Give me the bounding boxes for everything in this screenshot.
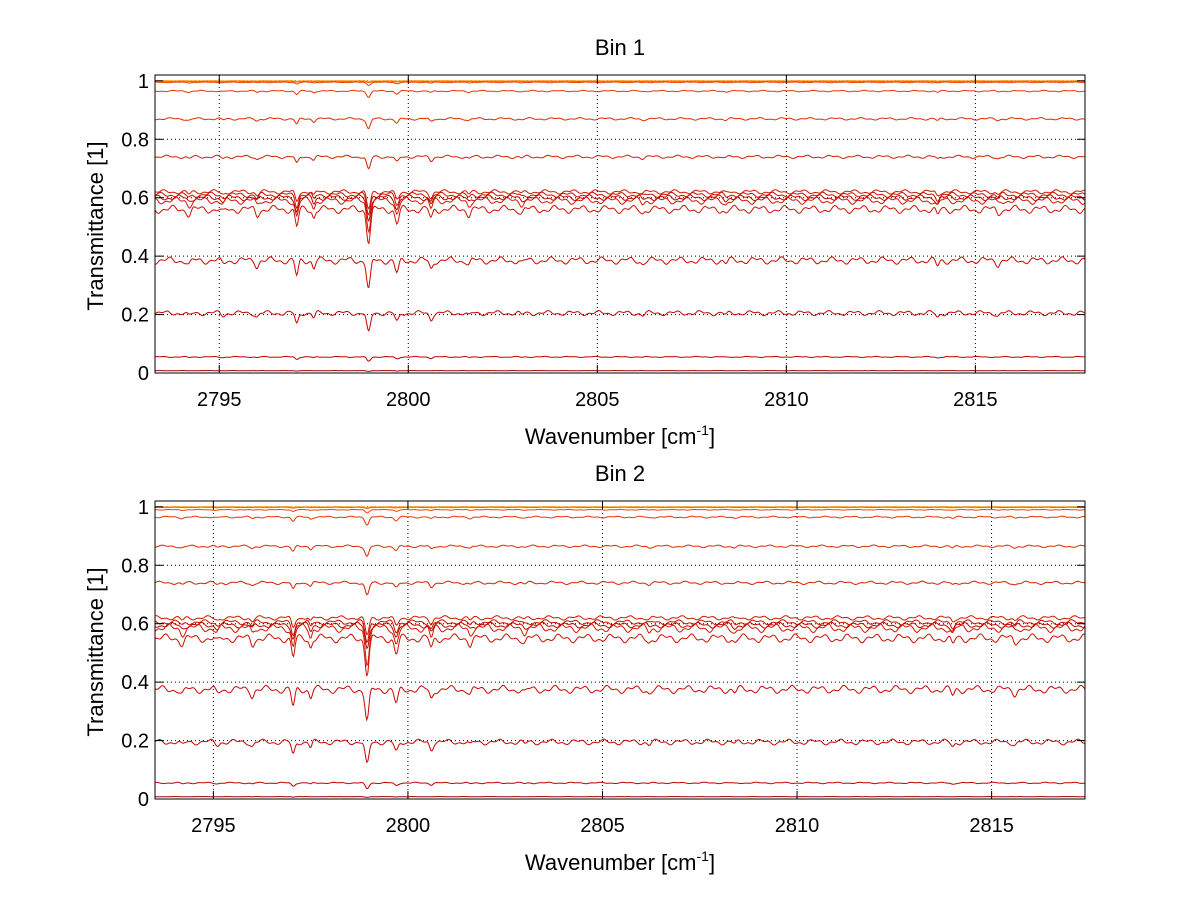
series-line-trace-4 xyxy=(155,89,1085,98)
series-line-trace-12 xyxy=(155,684,1085,722)
chart-bin-2: Bin 2 2795 2800 2805 2810 2815 0 0.2 0.4… xyxy=(83,461,1086,875)
x-axis-label: Wavenumber [cm-1] xyxy=(525,422,715,449)
y-tick-label: 1 xyxy=(138,71,149,93)
series-group xyxy=(155,80,1085,372)
x-tick-label: 2810 xyxy=(775,815,820,837)
series-line-trace-9 xyxy=(155,194,1085,223)
y-tick-label: 0 xyxy=(138,789,149,811)
chart-title: Bin 2 xyxy=(595,461,645,486)
series-line-trace-15 xyxy=(155,370,1085,372)
series-line-trace-7 xyxy=(155,615,1085,636)
series-line-trace-10 xyxy=(155,196,1085,234)
y-tick-label: 1 xyxy=(138,497,149,519)
x-tick-label: 2805 xyxy=(580,815,625,837)
chart-title: Bin 1 xyxy=(595,35,645,60)
y-tick-label: 0.4 xyxy=(121,672,149,694)
x-tick-labels: 2795 2800 2805 2810 2815 xyxy=(191,815,1014,837)
series-line-trace-6 xyxy=(155,154,1085,170)
series-line-trace-13 xyxy=(155,738,1085,764)
ticks xyxy=(155,75,1085,374)
x-tick-label: 2805 xyxy=(575,389,620,411)
series-line-trace-9 xyxy=(155,621,1085,650)
x-tick-label: 2810 xyxy=(764,389,809,411)
x-tick-label: 2795 xyxy=(197,389,242,411)
y-tick-label: 0 xyxy=(138,363,149,385)
series-line-trace-3 xyxy=(155,508,1085,514)
y-tick-label: 0.2 xyxy=(121,731,149,753)
x-tick-labels: 2795 2800 2805 2810 2815 xyxy=(197,389,998,411)
series-line-trace-8 xyxy=(155,619,1085,644)
y-tick-label: 0.6 xyxy=(121,614,149,636)
series-line-trace-8 xyxy=(155,191,1085,216)
x-tick-label: 2815 xyxy=(969,815,1014,837)
x-axis-label: Wavenumber [cm-1] xyxy=(525,848,715,875)
ticks xyxy=(155,501,1085,800)
series-line-trace-14 xyxy=(155,355,1085,362)
y-tick-label: 0.2 xyxy=(121,305,149,327)
x-tick-label: 2815 xyxy=(953,389,998,411)
series-line-trace-10 xyxy=(155,623,1085,667)
y-tick-label: 0.4 xyxy=(121,246,149,268)
chart-bin-1: Bin 1 2795 2800 2805 2810 2815 0 0.2 0.4… xyxy=(83,35,1086,449)
x-tick-label: 2795 xyxy=(191,815,236,837)
axes-box xyxy=(154,500,1086,800)
series-line-trace-2 xyxy=(155,506,1085,509)
series-line-trace-15 xyxy=(155,796,1085,798)
axes-box xyxy=(154,74,1086,374)
series-line-trace-4 xyxy=(155,515,1085,526)
series-group xyxy=(155,506,1085,798)
series-line-trace-12 xyxy=(155,256,1085,289)
y-tick-label: 0.8 xyxy=(121,555,149,577)
y-axis-label: Transmittance [1] xyxy=(83,567,108,736)
y-tick-label: 0.8 xyxy=(121,129,149,151)
series-line-trace-13 xyxy=(155,309,1085,332)
y-tick-label: 0.6 xyxy=(121,188,149,210)
series-line-trace-6 xyxy=(155,580,1085,596)
series-line-trace-2 xyxy=(155,80,1085,84)
x-tick-label: 2800 xyxy=(386,815,431,837)
series-line-trace-5 xyxy=(155,116,1085,130)
series-line-trace-3 xyxy=(155,81,1085,87)
series-line-trace-11 xyxy=(155,204,1085,245)
series-line-trace-11 xyxy=(155,633,1085,677)
series-line-trace-14 xyxy=(155,781,1085,790)
y-tick-labels: 0 0.2 0.4 0.6 0.8 1 xyxy=(121,497,149,811)
x-tick-label: 2800 xyxy=(386,389,431,411)
series-line-trace-5 xyxy=(155,544,1085,558)
y-tick-labels: 0 0.2 0.4 0.6 0.8 1 xyxy=(121,71,149,385)
y-axis-label: Transmittance [1] xyxy=(83,141,108,310)
